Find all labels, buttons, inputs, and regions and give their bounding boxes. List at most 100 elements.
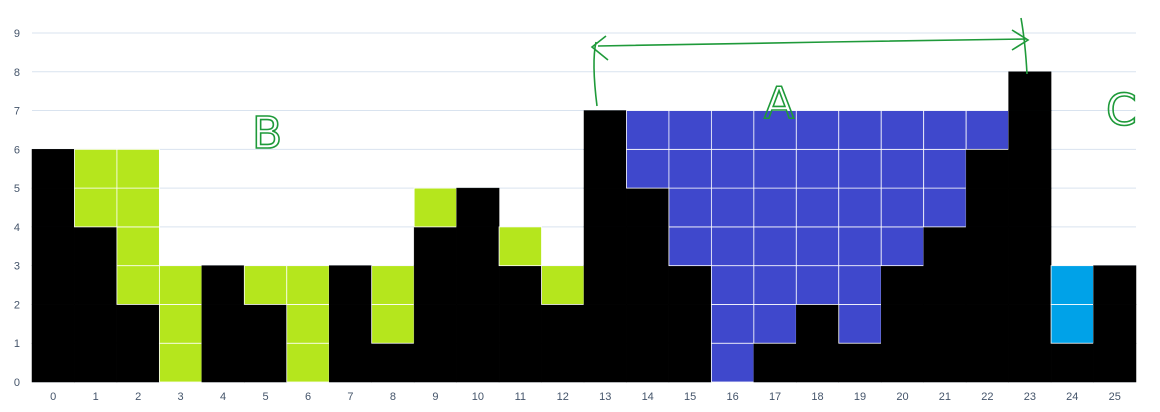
bar-segment [923,304,967,344]
bar-segment [1008,71,1052,111]
bar-segment [796,342,840,383]
x-tick-label: 18 [811,391,823,403]
bar-segment [456,265,500,305]
bar-segment [668,304,712,344]
bar-segment [923,110,967,150]
bar-segment [413,265,457,305]
bar-segment [795,187,840,228]
bar-segment [328,304,372,344]
bar-segment [880,226,925,267]
x-tick-label: 22 [981,391,993,403]
bar-segment [965,304,1009,344]
annotation-b: B [252,108,282,159]
x-tick-label: 17 [769,391,781,403]
bar-segment [923,226,967,266]
bar-segment [201,265,245,305]
bar-segment [583,226,627,266]
x-tick-label: 0 [50,391,56,403]
bar-segment [753,110,797,150]
bar-segment [158,342,203,383]
bar-segment [710,187,755,228]
bar-segment [880,110,925,150]
bar-segment [795,148,840,189]
bar-segment [158,265,203,305]
annotation-arrow-right-head [1011,29,1030,51]
bar-segment [201,342,245,383]
bar-segment [880,187,925,228]
bar-segment [328,265,372,305]
bar-segment [626,265,670,305]
bar-segment [965,226,1009,266]
bar-segment [583,265,627,305]
annotation-left-tick [593,41,598,107]
bar-segment [116,265,160,305]
annotation-double-arrow [597,38,1027,47]
x-axis-tick-labels: 0 1 2 3 4 5 6 7 8 9 10 11 12 13 14 15 16 17 18 19 20 21 22 23 24… [50,391,1121,403]
bar-segment [371,342,415,383]
bar-segment [1093,304,1137,344]
x-tick-label: 10 [472,391,484,403]
x-tick-label: 7 [347,391,353,403]
bar-segment [1050,304,1094,344]
bar-segment [668,342,712,383]
bar-segment [413,226,457,266]
bar-segment [31,304,75,344]
bar-segment [710,148,755,189]
x-tick-label: 12 [557,391,569,403]
bar-segment [880,342,924,383]
bar-segment [541,265,585,305]
bar-segment [965,342,1009,383]
bar-segment [413,304,457,344]
bar-segment [838,110,882,150]
x-tick-label: 15 [684,391,696,403]
bar-segment [710,110,755,150]
bar-segment [583,304,627,344]
bar-segment [710,226,755,267]
bar-segment [838,304,882,344]
annotation-a: A [764,78,794,129]
bar-segment [116,148,160,189]
bar-segment [456,304,500,344]
bar-segment [923,148,967,189]
bar-segment [795,110,840,150]
bar-segment [244,304,288,344]
x-tick-label: 21 [939,391,951,403]
x-tick-label: 11 [515,391,526,403]
y-tick-label: 7 [14,106,20,118]
bar-segment [498,304,542,344]
bar-segment [31,187,75,228]
y-tick-label: 6 [14,144,20,156]
bar-segment [838,342,882,383]
bar-segment [201,304,245,344]
bar-segment [31,342,75,383]
x-tick-label: 9 [432,391,438,403]
y-tick-label: 2 [14,299,20,311]
bar-segment [668,226,712,267]
x-tick-label: 1 [93,391,99,403]
y-tick-label: 8 [14,67,20,79]
bar-segment [31,226,75,266]
bar-segment [243,265,288,305]
bar-segment [456,342,500,383]
x-tick-label: 24 [1066,391,1078,403]
x-tick-label: 23 [1024,391,1036,403]
bar-segment [31,149,75,189]
bar-segment [371,304,415,344]
bar-segment [838,148,882,189]
bar-segment [923,187,967,228]
bar-segment [668,148,712,189]
bar-segment [456,226,500,266]
bar-segment [753,187,797,228]
x-tick-label: 8 [390,391,396,403]
bar-segment [74,226,118,266]
bars [31,71,1137,383]
bar-segment [668,187,712,228]
bar-segment [158,304,203,344]
bar-segment [923,265,967,305]
bar-segment [498,226,542,267]
bar-segment [456,187,500,228]
bar-segment [286,342,330,383]
bar-segment [1008,226,1052,266]
bar-segment [286,265,330,305]
